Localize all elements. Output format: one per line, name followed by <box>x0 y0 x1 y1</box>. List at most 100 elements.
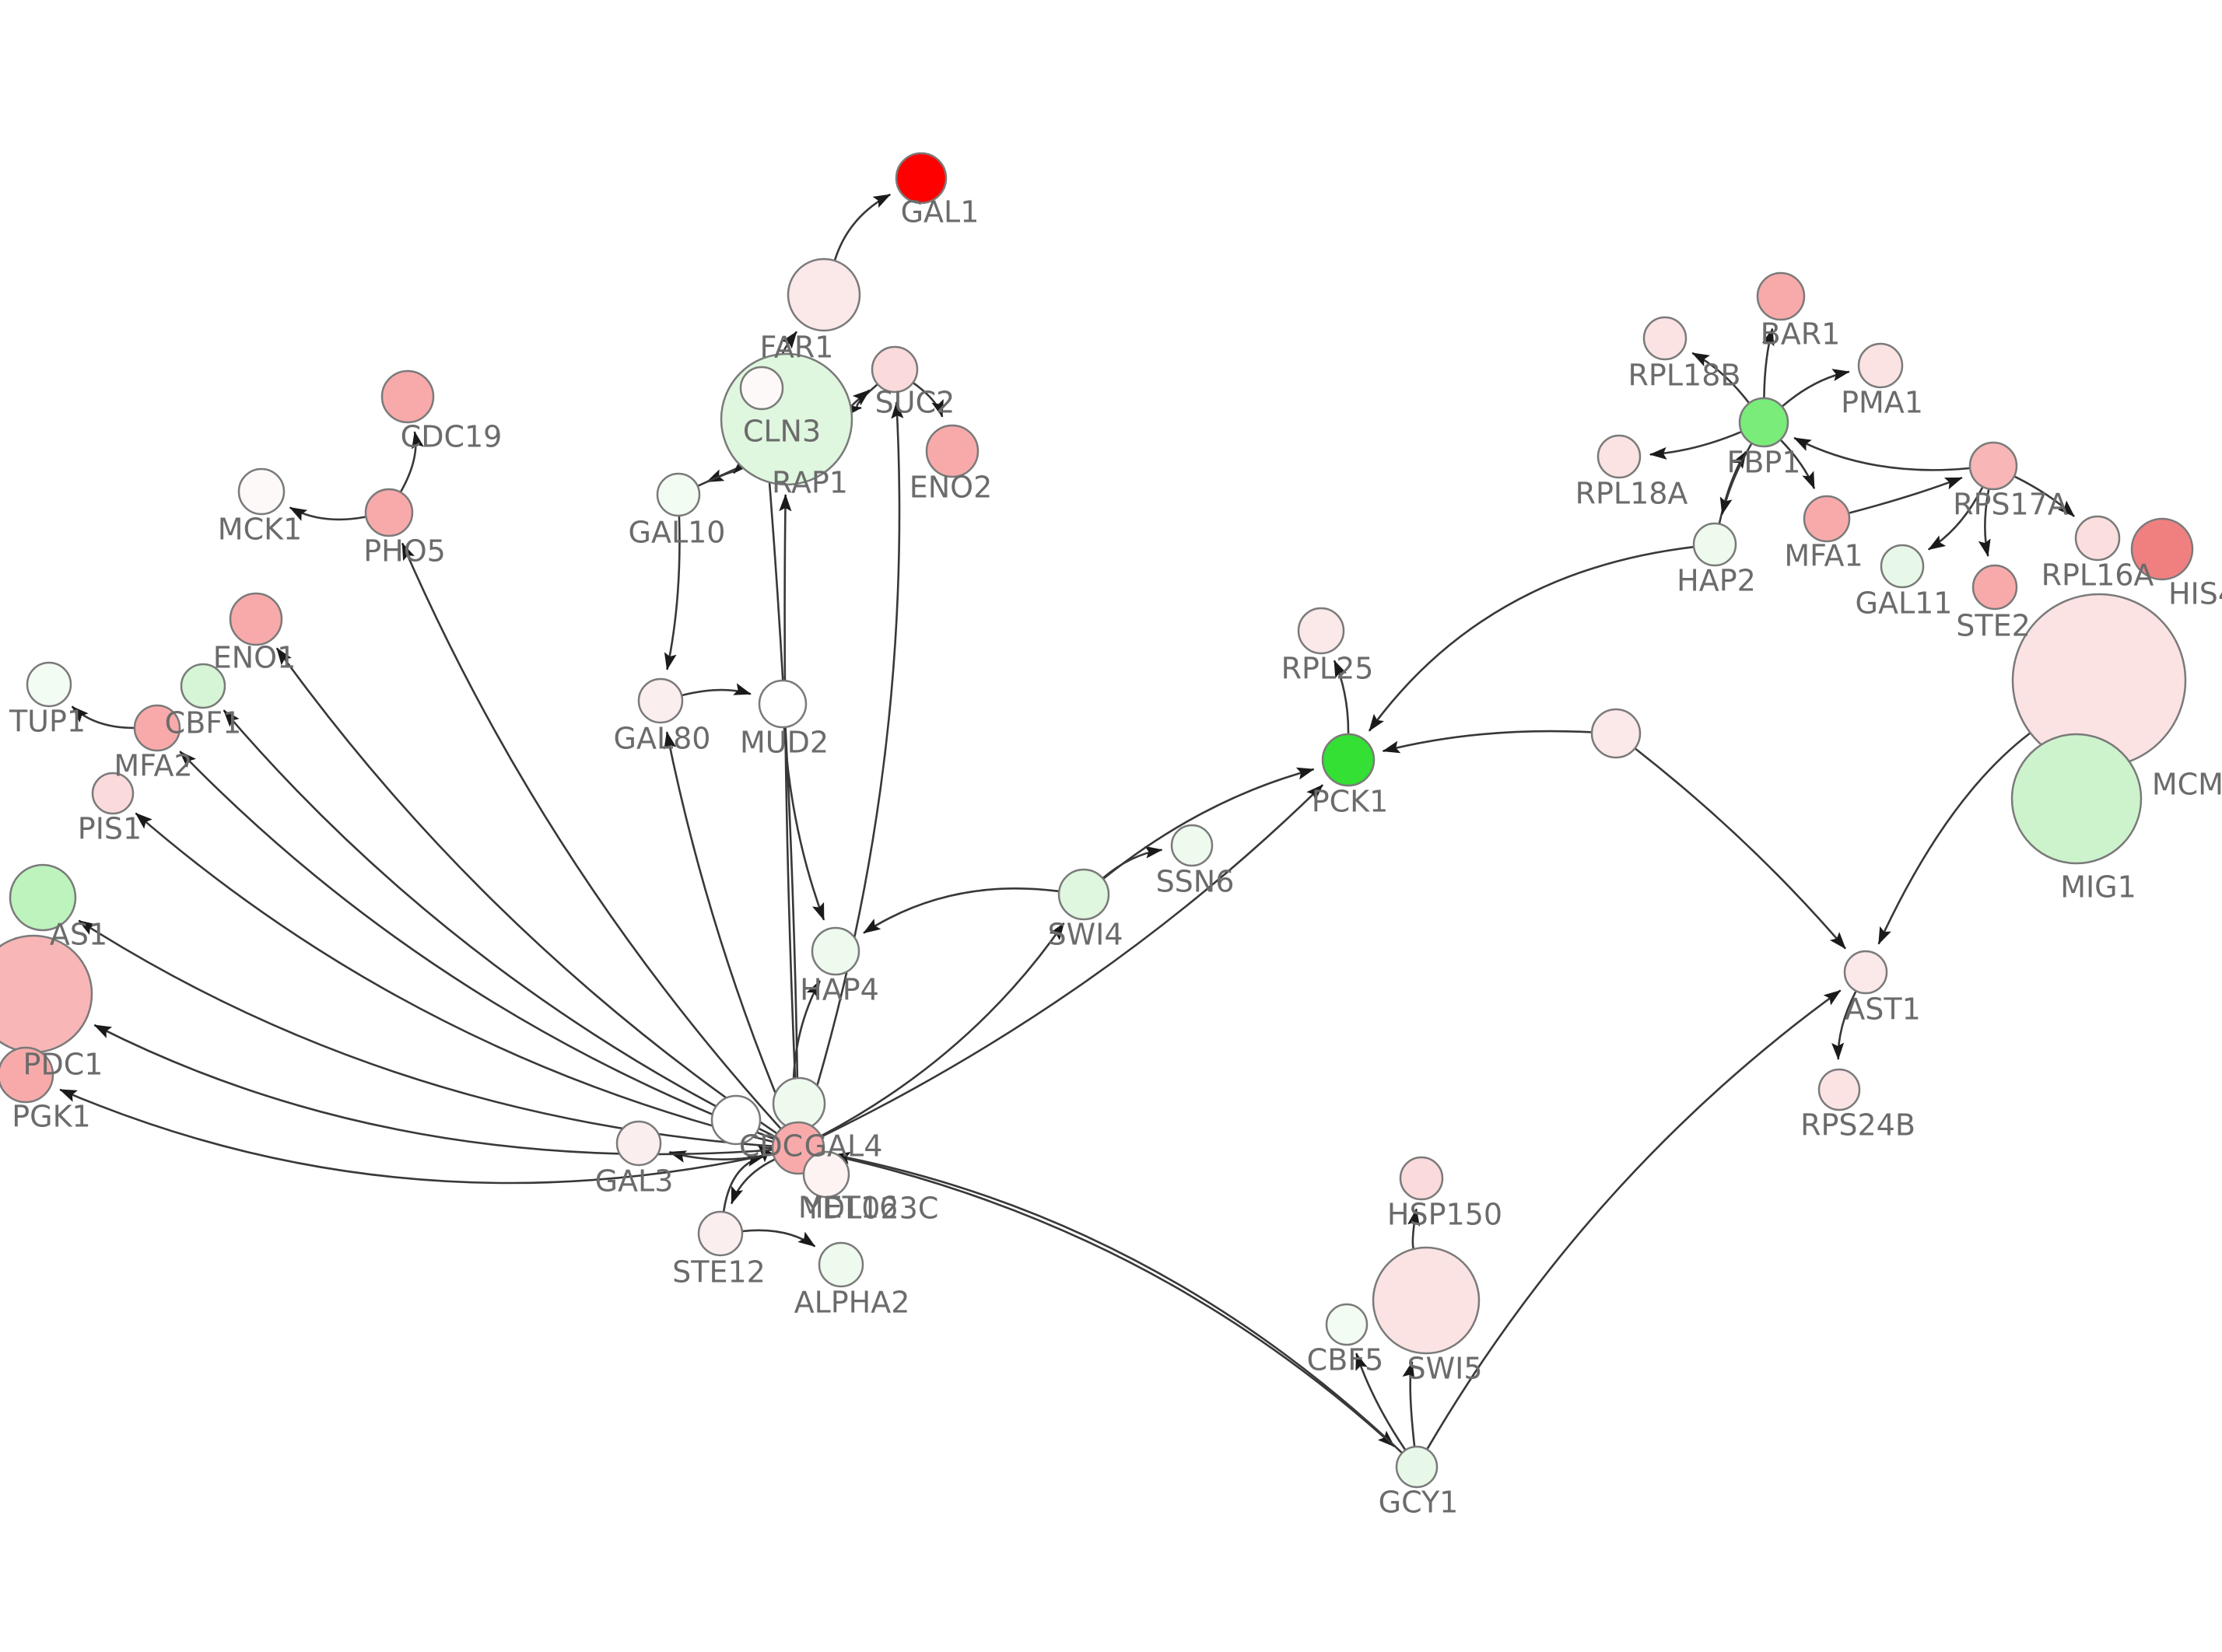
node-circle[interactable] <box>1395 1445 1439 1489</box>
gene-node-swi4[interactable] <box>1057 868 1110 921</box>
gene-node-ssn6[interactable] <box>1170 824 1214 867</box>
node-circle[interactable] <box>895 152 948 205</box>
gene-node-gal3[interactable] <box>615 1120 662 1167</box>
node-circle[interactable] <box>818 1241 864 1288</box>
node-circle[interactable] <box>802 1150 850 1199</box>
gene-node-gal10[interactable] <box>656 472 701 517</box>
gene-node-gal80[interactable] <box>637 677 684 724</box>
node-circle[interactable] <box>1057 868 1110 921</box>
node-circle[interactable] <box>1817 1068 1861 1111</box>
node-circle[interactable] <box>871 345 919 394</box>
node-circle[interactable] <box>811 926 860 976</box>
gene-node-gal11[interactable] <box>1880 544 1925 589</box>
gene-node-rps17a[interactable] <box>1968 441 2018 491</box>
gene-node-cdc19[interactable] <box>380 369 435 424</box>
gene-node-bar1[interactable] <box>1756 271 1806 321</box>
node-circle[interactable] <box>2130 517 2194 581</box>
gene-node-pgk1[interactable] <box>0 1046 54 1104</box>
node-circle[interactable] <box>1738 397 1789 448</box>
node-circle[interactable] <box>91 772 135 815</box>
node-circle[interactable] <box>697 1210 744 1257</box>
node-circle[interactable] <box>0 1046 54 1104</box>
gene-node-alpha2[interactable] <box>818 1241 864 1288</box>
gene-node-hap2[interactable] <box>1692 522 1737 567</box>
node-circle[interactable] <box>2010 733 2143 865</box>
node-circle[interactable] <box>1857 342 1904 389</box>
node-circle[interactable] <box>1843 950 1888 995</box>
gene-node-cdc[interactable] <box>710 1094 762 1146</box>
gene-node-fbp1[interactable] <box>1738 397 1789 448</box>
gene-node-far1[interactable] <box>787 257 861 332</box>
gene-node-rpl25[interactable] <box>1297 607 1345 655</box>
node-circle[interactable] <box>787 257 861 332</box>
gene-node-ste12[interactable] <box>697 1210 744 1257</box>
node-circle[interactable] <box>1321 733 1376 787</box>
gene-node-rps24b[interactable] <box>1817 1068 1861 1111</box>
node-label-hap2: HAP2 <box>1677 564 1756 598</box>
gene-node-pck1[interactable] <box>1321 733 1376 787</box>
gene-node-gcy1[interactable] <box>1395 1445 1439 1489</box>
node-circle[interactable] <box>1399 1156 1444 1201</box>
node-circle[interactable] <box>133 704 181 752</box>
node-circle[interactable] <box>656 472 701 517</box>
gene-node-rpl16a[interactable] <box>2074 515 2121 562</box>
gene-node-as1[interactable] <box>9 863 77 932</box>
gene-node-pho5[interactable] <box>364 488 414 537</box>
gene-node-rpl18a[interactable] <box>1596 434 1642 479</box>
node-circle[interactable] <box>229 592 283 646</box>
gene-node-mfa1[interactable] <box>1803 495 1851 543</box>
gene-node-rap1[interactable] <box>739 366 784 411</box>
gene-node-rpl18b[interactable] <box>1642 316 1688 361</box>
node-circle[interactable] <box>1372 1246 1481 1355</box>
gene-node-eno2[interactable] <box>925 424 980 478</box>
gene-node-mud2[interactable] <box>758 679 808 729</box>
node-label-mcm1: MCM1 <box>2152 768 2222 802</box>
node-circle[interactable] <box>925 424 980 478</box>
gene-node-hap4[interactable] <box>811 926 860 976</box>
gene-node-mfa2[interactable] <box>133 704 181 752</box>
node-circle[interactable] <box>364 488 414 537</box>
node-circle[interactable] <box>1297 607 1345 655</box>
gene-node-mig1[interactable] <box>2010 733 2143 865</box>
gene-node-ast1[interactable] <box>1843 950 1888 995</box>
gene-node-gal1[interactable] <box>895 152 948 205</box>
gene-node-his4[interactable] <box>2130 517 2194 581</box>
gene-node-cbf5[interactable] <box>1325 1303 1369 1346</box>
node-circle[interactable] <box>1692 522 1737 567</box>
gene-node-hsp150[interactable] <box>1399 1156 1444 1201</box>
node-circle[interactable] <box>1880 544 1925 589</box>
node-circle[interactable] <box>2074 515 2121 562</box>
node-circle[interactable] <box>9 863 77 932</box>
node-circle[interactable] <box>1968 441 2018 491</box>
node-circle[interactable] <box>1596 434 1642 479</box>
node-circle[interactable] <box>1590 708 1642 759</box>
node-circle[interactable] <box>180 663 226 709</box>
node-circle[interactable] <box>1642 316 1688 361</box>
node-circle[interactable] <box>1971 564 2018 611</box>
node-circle[interactable] <box>615 1120 662 1167</box>
node-circle[interactable] <box>758 679 808 729</box>
node-circle[interactable] <box>637 677 684 724</box>
gene-node-cbf1[interactable] <box>180 663 226 709</box>
gene-node-pdc1[interactable] <box>0 934 93 1054</box>
node-circle[interactable] <box>739 366 784 411</box>
gene-node-ste2[interactable] <box>1971 564 2018 611</box>
node-circle[interactable] <box>1803 495 1851 543</box>
gene-node-pma1[interactable] <box>1857 342 1904 389</box>
gene-node-pis1[interactable] <box>91 772 135 815</box>
node-circle[interactable] <box>1325 1303 1369 1346</box>
node-circle[interactable] <box>710 1094 762 1146</box>
node-circle[interactable] <box>1170 824 1214 867</box>
gene-node-ydl023c[interactable] <box>802 1150 850 1199</box>
gene-node-rpl13a[interactable] <box>1590 708 1642 759</box>
node-circle[interactable] <box>380 369 435 424</box>
gene-node-eno1[interactable] <box>229 592 283 646</box>
node-circle[interactable] <box>1756 271 1806 321</box>
node-circle[interactable] <box>26 661 72 708</box>
gene-node-swi5[interactable] <box>1372 1246 1481 1355</box>
gene-node-suc2[interactable] <box>871 345 919 394</box>
node-circle[interactable] <box>0 934 93 1054</box>
gene-node-tup1[interactable] <box>26 661 72 708</box>
node-circle[interactable] <box>237 467 286 516</box>
gene-node-mck1[interactable] <box>237 467 286 516</box>
